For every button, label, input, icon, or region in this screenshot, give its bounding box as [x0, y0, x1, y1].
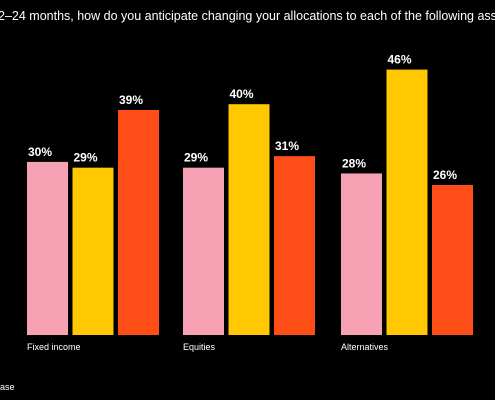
- data-label: 46%: [388, 53, 412, 67]
- data-label: 30%: [28, 145, 52, 159]
- bar: [386, 69, 428, 335]
- x-tick-label: Alternatives: [341, 342, 389, 352]
- bar: [72, 167, 114, 335]
- chart-title: 2–24 months, how do you anticipate chang…: [0, 9, 495, 23]
- bar: [228, 104, 270, 335]
- data-label: 29%: [74, 151, 98, 165]
- data-label: 40%: [230, 87, 254, 101]
- data-label: 39%: [119, 93, 143, 107]
- x-tick-label: Equities: [183, 342, 216, 352]
- bar: [27, 161, 68, 335]
- bar: [432, 184, 473, 335]
- x-tick-label: Fixed income: [27, 342, 81, 352]
- bar: [118, 109, 159, 335]
- data-label: 26%: [433, 168, 457, 182]
- bar: [183, 167, 224, 335]
- data-label: 28%: [342, 156, 366, 170]
- data-label: 29%: [184, 151, 208, 165]
- footnote: ase: [0, 382, 15, 392]
- data-label: 31%: [275, 139, 299, 153]
- bar: [341, 173, 382, 335]
- bar: [274, 156, 315, 335]
